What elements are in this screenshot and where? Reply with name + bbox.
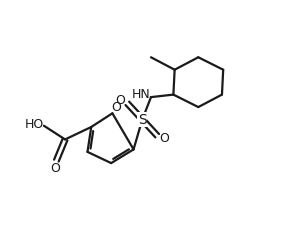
Text: HO: HO (25, 118, 44, 131)
Text: O: O (111, 101, 121, 114)
Text: O: O (50, 162, 60, 175)
Text: O: O (116, 94, 125, 107)
Text: S: S (138, 113, 147, 126)
Text: O: O (159, 132, 169, 145)
Text: HN: HN (132, 88, 151, 101)
